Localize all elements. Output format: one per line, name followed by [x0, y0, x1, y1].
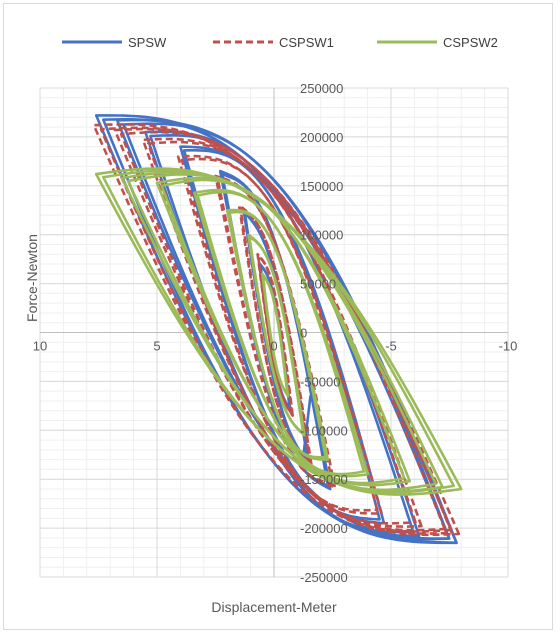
y-tick-label: 200000 [300, 130, 343, 145]
y-tick-label: 0 [300, 326, 307, 341]
hysteresis-loop [160, 178, 406, 485]
tick-labels: 10 5 0 -5 -10 250000 200000 150000 100000 50000 0 -… [33, 81, 518, 585]
hysteresis-loop [113, 127, 454, 535]
y-tick-label: -200000 [300, 521, 348, 536]
hysteresis-loop [239, 206, 312, 464]
x-tick-label: -10 [499, 339, 518, 354]
legend: SPSW CSPSW1 CSPSW2 [62, 35, 498, 50]
axes [40, 88, 508, 577]
hysteresis-loop [248, 235, 305, 435]
series-cspsw2 [94, 167, 463, 496]
series-layer [92, 114, 463, 545]
y-tick-label: 50000 [300, 277, 336, 292]
x-tick-label: 5 [153, 339, 160, 354]
x-tick-label: 10 [33, 339, 47, 354]
y-tick-label: 150000 [300, 179, 343, 194]
hysteresis-loop [227, 210, 327, 459]
y-axis-title: Force-Newton [24, 234, 40, 322]
x-tick-label: 0 [270, 339, 277, 354]
hysteresis-loop [146, 140, 417, 525]
hysteresis-loop [261, 273, 289, 397]
y-tick-label: -100000 [300, 423, 348, 438]
x-tick-label: -5 [385, 339, 397, 354]
legend-label: CSPSW1 [279, 35, 334, 50]
hysteresis-loop [102, 169, 455, 494]
y-tick-label: -250000 [300, 570, 348, 585]
y-tick-label: -150000 [300, 472, 348, 487]
hysteresis-loop [237, 204, 313, 466]
hysteresis-loop [180, 157, 379, 512]
hysteresis-loop [126, 173, 437, 492]
hysteresis-loop [256, 253, 294, 417]
legend-item-spsw: SPSW [62, 35, 167, 50]
legend-item-cspsw1: CSPSW1 [213, 35, 334, 50]
hysteresis-loop [257, 254, 294, 416]
legend-label: CSPSW2 [443, 35, 498, 50]
y-tick-label: 250000 [300, 81, 343, 96]
legend-label: SPSW [128, 35, 167, 50]
y-tick-label: 100000 [300, 228, 343, 243]
x-axis-title: Displacement-Meter [211, 599, 337, 615]
y-tick-label: -50000 [300, 374, 340, 389]
legend-item-cspsw2: CSPSW2 [377, 35, 498, 50]
